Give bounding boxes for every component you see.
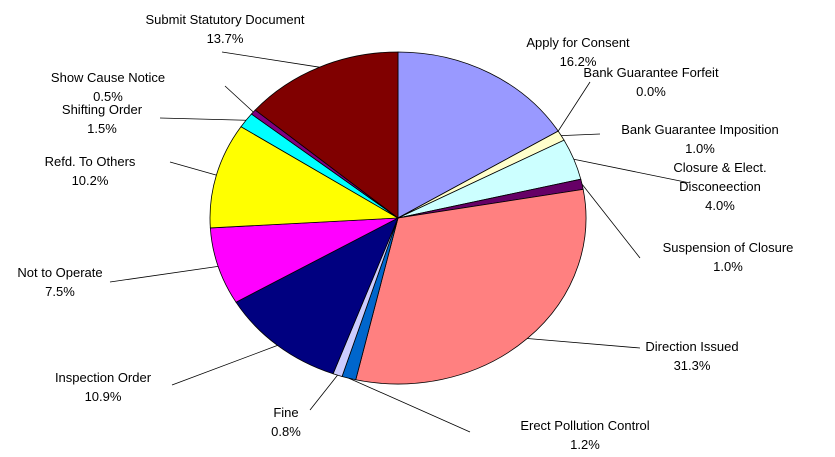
- slice-value: 1.5%: [87, 121, 117, 136]
- slice-label: Refd. To Others: [44, 154, 136, 169]
- pie-slice: [254, 51, 399, 219]
- pie-slice: [235, 217, 399, 375]
- slice-value: 31.3%: [673, 358, 711, 373]
- slice-label: Direction Issued: [645, 339, 739, 354]
- leader-line: [109, 266, 219, 283]
- slice-value: 7.5%: [45, 284, 75, 299]
- slice-value: 4.0%: [705, 198, 735, 213]
- slice-label: Not to Operate: [17, 265, 103, 280]
- slice-label: Inspection Order: [54, 370, 152, 385]
- leader-line: [573, 158, 691, 184]
- slice-value: 0.5%: [93, 89, 123, 104]
- leader-line: [224, 85, 254, 113]
- slice-label: Suspension of Closure: [662, 240, 794, 255]
- leader-line: [159, 117, 247, 121]
- pie-slice: [209, 126, 400, 229]
- slice-value: 1.0%: [685, 141, 715, 156]
- slice-label: Closure & Elect. Disconeection: [673, 160, 767, 194]
- slice-value: 16.2%: [559, 54, 597, 69]
- leader-line: [221, 51, 320, 68]
- slice-value: 1.2%: [570, 437, 600, 452]
- leader-line: [557, 81, 591, 132]
- leader-line: [581, 184, 641, 259]
- leader-line: [171, 345, 278, 386]
- slice-label: Bank Guarantee Forfeit: [583, 65, 719, 80]
- leader-line: [348, 377, 471, 433]
- pie-slice: [355, 188, 587, 385]
- slice-value: 10.9%: [84, 389, 122, 404]
- slice-value: 0.0%: [636, 84, 666, 99]
- leader-line: [527, 338, 641, 349]
- slice-label: Shifting Order: [61, 102, 143, 117]
- slice-value: 1.0%: [713, 259, 743, 274]
- leader-line: [561, 133, 601, 137]
- slice-label: Bank Guarantee Imposition: [621, 122, 779, 137]
- slice-label: Erect Pollution Control: [520, 418, 650, 433]
- slice-label: Submit Statutory Document: [145, 12, 305, 27]
- slice-value: 10.2%: [71, 173, 109, 188]
- slice-value: 0.8%: [271, 424, 301, 439]
- slice-label: Show Cause Notice: [50, 70, 166, 85]
- leader-line: [309, 374, 338, 411]
- slice-label: Apply for Consent: [526, 35, 630, 50]
- pie-slice: [397, 51, 559, 219]
- leader-line: [169, 161, 217, 176]
- slice-label: Fine: [273, 405, 299, 420]
- slice-value: 13.7%: [206, 31, 244, 46]
